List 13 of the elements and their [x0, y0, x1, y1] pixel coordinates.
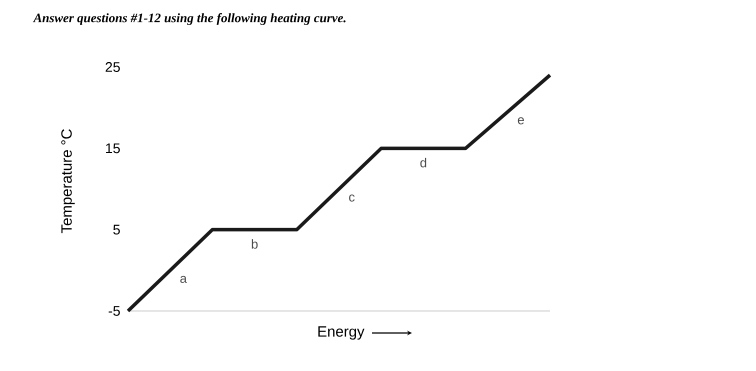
annotation: c [349, 194, 355, 202]
y-tick-label: 15 [106, 143, 120, 154]
annotation: e [518, 117, 524, 124]
y-tick-label: 25 [106, 62, 120, 72]
annotation: d [420, 158, 426, 168]
line-series [126, 73, 552, 313]
annotation: a [180, 276, 187, 283]
annotation: b [252, 239, 258, 249]
y-tick-label: -5 [108, 306, 120, 316]
y-axis-title: Temperature °C [61, 129, 75, 234]
chart-title: Answer questions #1-12 using the following heating curve. [32, 13, 346, 25]
x-axis-title: Energy [318, 326, 364, 340]
y-tick-label: 5 [113, 224, 120, 235]
